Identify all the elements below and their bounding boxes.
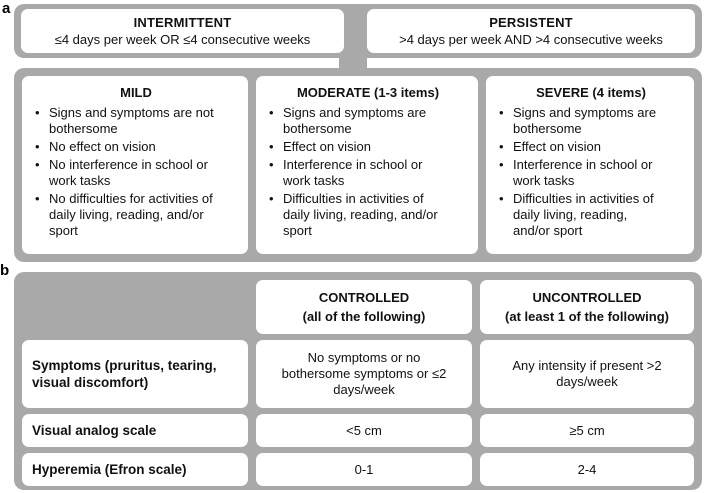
bullet-item: Interference in school or work tasks: [268, 157, 448, 189]
row-header-visual-analog-scale: Visual analog scale: [22, 414, 248, 447]
moderate-box: MODERATE (1-3 items) Signs and symptoms …: [256, 76, 478, 254]
persistent-criteria: >4 days per week AND >4 consecutive week…: [399, 32, 663, 47]
moderate-bullet-list: Signs and symptoms are bothersome Effect…: [262, 105, 474, 239]
bullet-item: Signs and symptoms are bothersome: [498, 105, 664, 137]
bullet-item: Effect on vision: [268, 139, 448, 155]
uncontrolled-column-header: UNCONTROLLED (at least 1 of the followin…: [480, 280, 694, 334]
controlled-title: CONTROLLED: [318, 290, 410, 305]
persistent-box: PERSISTENT >4 days per week AND >4 conse…: [367, 9, 695, 53]
frequency-group-frame: INTERMITTENT ≤4 days per week OR ≤4 cons…: [14, 4, 702, 58]
bullet-item: Effect on vision: [498, 139, 664, 155]
intermittent-criteria: ≤4 days per week OR ≤4 consecutive weeks: [54, 32, 311, 47]
control-table-frame: CONTROLLED (all of the following) UNCONT…: [14, 272, 702, 490]
intermittent-title: INTERMITTENT: [133, 15, 232, 30]
vas-controlled-value: <5 cm: [256, 414, 472, 447]
bullet-item: No effect on vision: [34, 139, 218, 155]
symptoms-uncontrolled-value: Any intensity if present >2 days/week: [480, 340, 694, 408]
panel-b-label: b: [0, 262, 10, 279]
bullet-item: Interference in school or work tasks: [498, 157, 664, 189]
bullet-item: No interference in school or work tasks: [34, 157, 218, 189]
moderate-title: MODERATE (1-3 items): [296, 85, 440, 100]
persistent-title: PERSISTENT: [489, 15, 573, 30]
bullet-item: Difficulties in activities of daily livi…: [498, 191, 664, 239]
mild-box: MILD Signs and symptoms are not botherso…: [22, 76, 248, 254]
severe-title: SEVERE (4 items): [536, 85, 646, 100]
panel-a-label: a: [2, 0, 11, 17]
uncontrolled-subtitle: (at least 1 of the following): [505, 309, 669, 324]
row-header-hyperemia: Hyperemia (Efron scale): [22, 453, 248, 486]
vas-uncontrolled-value: ≥5 cm: [480, 414, 694, 447]
severity-group-frame: MILD Signs and symptoms are not botherso…: [14, 68, 702, 262]
mild-bullet-list: Signs and symptoms are not bothersome No…: [28, 105, 244, 239]
connector-tab: [339, 55, 367, 71]
uncontrolled-title: UNCONTROLLED: [532, 290, 642, 305]
severe-bullet-list: Signs and symptoms are bothersome Effect…: [492, 105, 690, 239]
severe-box: SEVERE (4 items) Signs and symptoms are …: [486, 76, 694, 254]
symptoms-controlled-value: No symptoms or no bothersome symptoms or…: [256, 340, 472, 408]
bullet-item: Signs and symptoms are bothersome: [268, 105, 448, 137]
intermittent-box: INTERMITTENT ≤4 days per week OR ≤4 cons…: [21, 9, 344, 53]
mild-title: MILD: [120, 85, 152, 100]
bullet-item: Difficulties in activities of daily livi…: [268, 191, 448, 239]
controlled-subtitle: (all of the following): [302, 309, 426, 324]
hyperemia-uncontrolled-value: 2-4: [480, 453, 694, 486]
hyperemia-controlled-value: 0-1: [256, 453, 472, 486]
row-header-symptoms: Symptoms (pruritus, tearing, visual disc…: [22, 340, 248, 408]
bullet-item: Signs and symptoms are not bothersome: [34, 105, 218, 137]
controlled-column-header: CONTROLLED (all of the following): [256, 280, 472, 334]
bullet-item: No difficulties for activities of daily …: [34, 191, 218, 239]
